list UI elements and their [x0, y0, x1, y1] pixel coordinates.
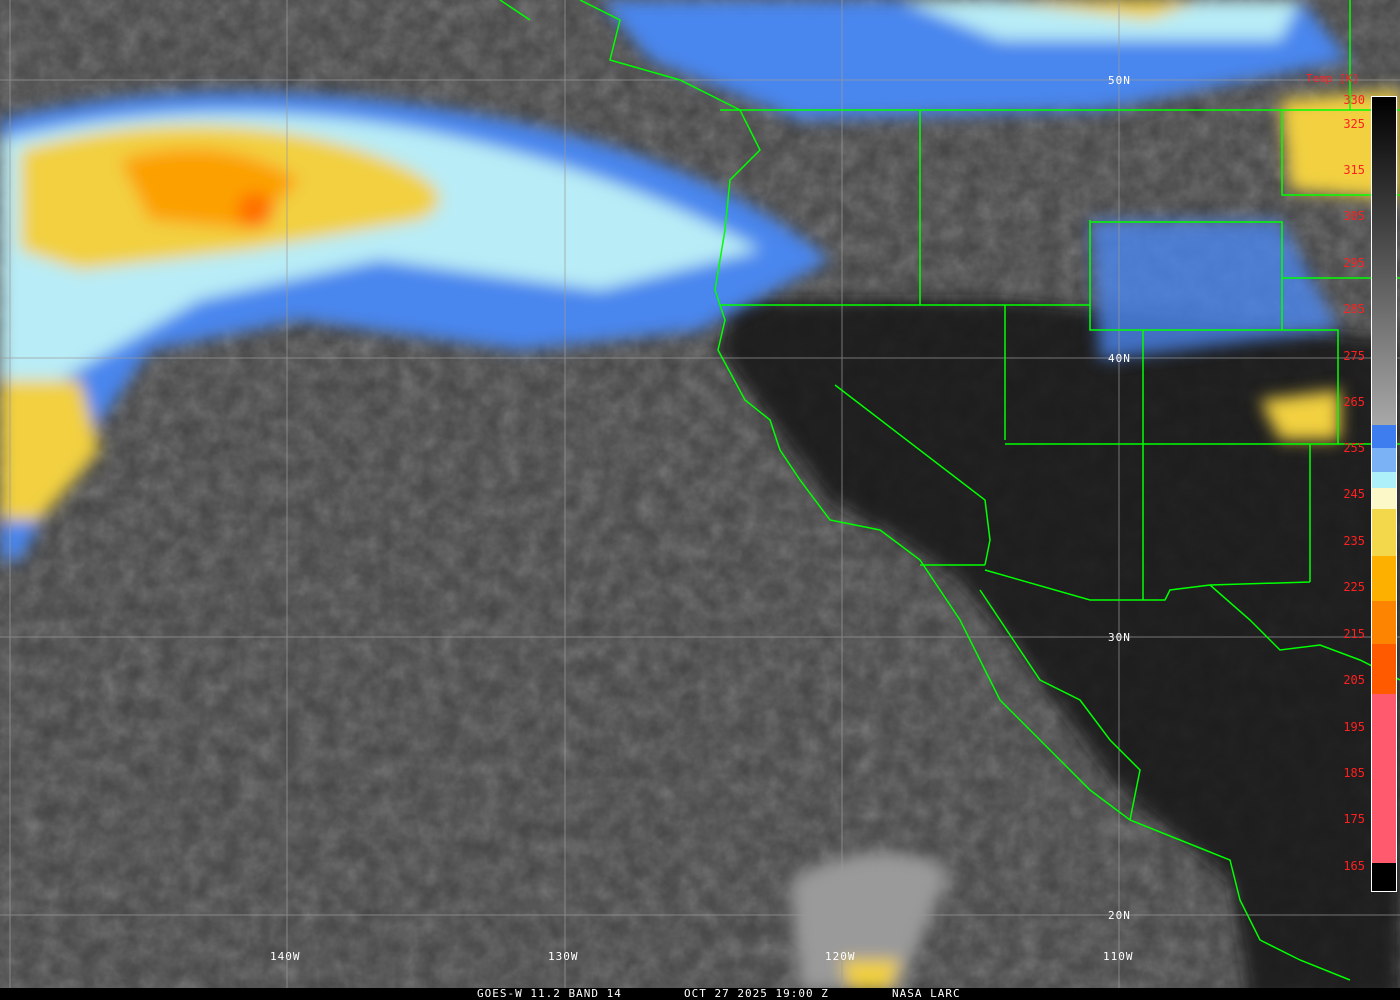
- lat-label-30n: 30N: [1108, 631, 1131, 644]
- colorbar-tick-label: 245: [1343, 487, 1365, 501]
- colorbar-tick-label: 285: [1343, 302, 1365, 316]
- lon-label-140w: 140W: [270, 950, 301, 963]
- colorbar-tick-label: 175: [1343, 812, 1365, 826]
- image-caption: GOES-W 11.2 BAND 14 OCT 27 2025 19:00 Z …: [0, 988, 1400, 1000]
- colorbar-segment: [1372, 97, 1396, 425]
- colorbar-segment: [1372, 601, 1396, 644]
- colorbar-segment: [1372, 644, 1396, 694]
- colorbar-tick-label: 235: [1343, 534, 1365, 548]
- colorbar-tick-label: 165: [1343, 859, 1365, 873]
- colorbar-segment: [1372, 425, 1396, 448]
- colorbar-tick-label: 330: [1343, 93, 1365, 107]
- lat-label-40n: 40N: [1108, 352, 1131, 365]
- credit: NASA LARC: [892, 987, 961, 1000]
- lon-label-110w: 110W: [1103, 950, 1134, 963]
- colorbar-tick-label: 225: [1343, 580, 1365, 594]
- colorbar-tick-label: 305: [1343, 209, 1365, 223]
- lon-label-130w: 130W: [548, 950, 579, 963]
- colorbar-segment: [1372, 472, 1396, 488]
- colorbar-tick-label: 215: [1343, 627, 1365, 641]
- colorbar-tick-label: 275: [1343, 349, 1365, 363]
- lat-label-50n: 50N: [1108, 74, 1131, 87]
- datetime: OCT 27 2025 19:00 Z: [684, 987, 829, 1000]
- colorbar-title: Temp [K]: [1306, 72, 1359, 85]
- colorbar-tick-label: 185: [1343, 766, 1365, 780]
- satellite-band: GOES-W 11.2 BAND 14: [477, 987, 622, 1000]
- colorbar-tick-label: 195: [1343, 720, 1365, 734]
- colorbar-tick-label: 325: [1343, 117, 1365, 131]
- colorbar-segment: [1372, 694, 1396, 863]
- lon-label-120w: 120W: [825, 950, 856, 963]
- colorbar-segment: [1372, 509, 1396, 556]
- land-dark: [720, 300, 1400, 1000]
- colorbar-tick-label: 255: [1343, 441, 1365, 455]
- colorbar-segment: [1372, 448, 1396, 472]
- lat-label-20n: 20N: [1108, 909, 1131, 922]
- coastline-and-borders: [499, 0, 1400, 981]
- colorbar-segment: [1372, 488, 1396, 509]
- colorbar-tick-label: 315: [1343, 163, 1365, 177]
- colorbar-segment: [1372, 556, 1396, 601]
- colorbar-tick-label: 205: [1343, 673, 1365, 687]
- colorbar: [1371, 96, 1397, 892]
- colorbar-tick-label: 295: [1343, 256, 1365, 270]
- colorbar-tick-label: 265: [1343, 395, 1365, 409]
